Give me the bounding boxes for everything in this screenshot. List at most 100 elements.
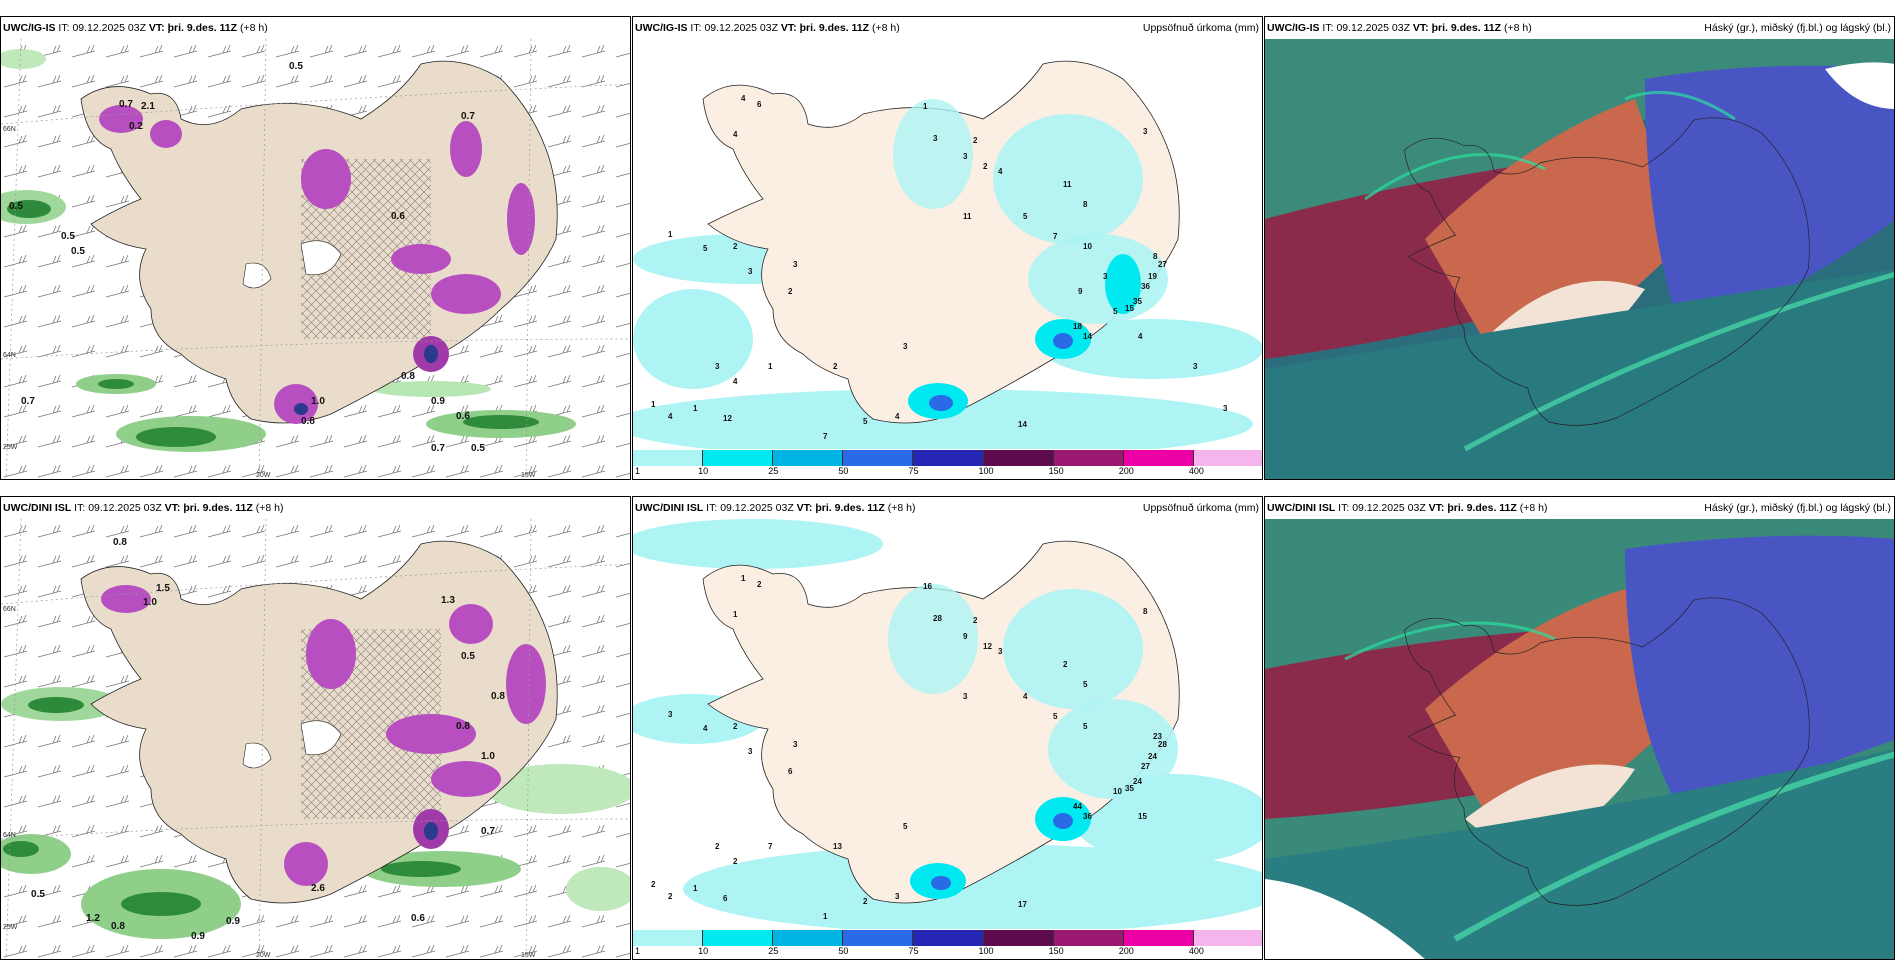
map-value-label: 2 <box>757 580 762 589</box>
scale-swatch <box>1123 930 1194 946</box>
scale-swatch <box>1053 450 1124 466</box>
map-value-label: 0.7 <box>431 443 445 454</box>
map-value-label: 2.6 <box>311 883 325 894</box>
map-value-label: 35 <box>1133 297 1142 306</box>
map-value-label: 4 <box>895 412 900 421</box>
map-value-label: 8 <box>1143 607 1148 616</box>
map-value-label: 4 <box>733 377 738 386</box>
map-value-label: 28 <box>933 614 942 623</box>
map-value-label: 0.8 <box>491 691 505 702</box>
svg-text:15W: 15W <box>521 952 536 959</box>
map-value-label: 3 <box>998 647 1003 656</box>
map-value-label: 14 <box>1083 332 1092 341</box>
map-value-label: 3 <box>668 710 673 719</box>
panel-header: UWC/DINI ISL IT: 09.12.2025 03Z VT: þri.… <box>633 497 1262 519</box>
scale-label: 10 <box>698 946 709 956</box>
map-value-label: 0.8 <box>113 537 127 548</box>
scale-swatch <box>913 930 984 946</box>
map-value-label: 6 <box>788 767 793 776</box>
map-value-label: 3 <box>1223 404 1228 413</box>
map-value-label: 9 <box>1078 287 1083 296</box>
map-value-label: 0.8 <box>401 371 415 382</box>
panel-top-precip: UWC/IG-IS IT: 09.12.2025 03Z VT: þri. 9.… <box>632 16 1263 480</box>
panel-top-snow: UWC/IG-IS IT: 09.12.2025 03Z VT: þri. 9.… <box>0 16 631 480</box>
map-value-label: 3 <box>963 692 968 701</box>
map-value-label: 24 <box>1133 777 1142 786</box>
scale-label: 75 <box>908 946 919 956</box>
map-value-label: 3 <box>903 342 908 351</box>
svg-text:15W: 15W <box>521 472 536 479</box>
map-value-label: 0.5 <box>471 443 485 454</box>
scale-label: 75 <box>908 466 919 476</box>
map-value-label: 3 <box>748 747 753 756</box>
panel-header: UWC/IG-IS IT: 09.12.2025 03Z VT: þri. 9.… <box>1265 17 1894 39</box>
map-value-label: 3 <box>793 260 798 269</box>
map-value-label: 1.0 <box>481 751 495 762</box>
panel-bottom-snow: UWC/DINI ISL IT: 09.12.2025 03Z VT: þri.… <box>0 496 631 960</box>
scale-swatch <box>633 450 704 466</box>
panel-header: UWC/IG-IS IT: 09.12.2025 03Z VT: þri. 9.… <box>1 17 630 39</box>
map-value-label: 8 <box>1083 200 1088 209</box>
map-value-label: 4 <box>998 167 1003 176</box>
map-value-label: 15 <box>1125 304 1134 313</box>
panel-header: UWC/DINI ISL IT: 09.12.2025 03Z VT: þri.… <box>1 497 630 519</box>
map-value-label: 6 <box>723 894 728 903</box>
scale-label: 50 <box>838 466 849 476</box>
snow-amount-labels: 0.8 1.5 1.0 1.3 0.5 0.8 1.0 0.8 0.9 0.9 0.7 2.6 0.5 0… <box>31 537 505 942</box>
svg-text:20W: 20W <box>256 472 271 479</box>
map-value-label: 10 <box>1083 242 1092 251</box>
map-value-label: 4 <box>668 412 673 421</box>
svg-text:25W: 25W <box>3 924 18 931</box>
map-value-label: 28 <box>1158 740 1167 749</box>
scale-swatch <box>843 930 914 946</box>
map-value-label: 0.7 <box>461 111 475 122</box>
map-value-label: 1.2 <box>86 913 100 924</box>
map-value-label: 1.0 <box>143 597 157 608</box>
map-value-label: 0.6 <box>391 211 405 222</box>
scale-swatch <box>1193 450 1262 466</box>
map-value-label: 0.5 <box>461 651 475 662</box>
map-value-label: 2 <box>863 897 868 906</box>
snow-wind-map: 66N 64N 25W 20W 15W 0.7 2.10.20.50.50.50.… <box>1 39 630 479</box>
scale-swatch <box>633 930 704 946</box>
map-value-label: 35 <box>1125 784 1134 793</box>
map-value-label: 24 <box>1148 752 1157 761</box>
map-value-label: 5 <box>1113 307 1118 316</box>
scale-swatch <box>983 450 1054 466</box>
map-value-label: 3 <box>963 152 968 161</box>
precip-color-scale: 1 10 25 50 75 100 150 200 400 <box>633 449 1262 479</box>
precip-shading <box>633 234 1262 451</box>
map-value-label: 0.7 <box>481 826 495 837</box>
map-value-label: 5 <box>1083 722 1088 731</box>
map-value-label: 15 <box>1138 812 1147 821</box>
snow-wind-map: 66N 64N 25W 20W 15W 0.8 1.5 1.0 1.3 0.5 0.8 1.… <box>1 519 630 959</box>
map-value-label: 2 <box>833 362 838 371</box>
scale-label: 1 <box>635 946 641 956</box>
map-value-label: 0.7 <box>21 396 35 407</box>
scale-swatch <box>843 450 914 466</box>
map-value-label: 0.8 <box>301 416 315 427</box>
map-value-label: 5 <box>703 244 708 253</box>
scale-label: 150 <box>1048 946 1064 956</box>
map-value-label: 2.1 <box>141 101 155 112</box>
map-value-label: 17 <box>1018 900 1027 909</box>
scale-swatch <box>1193 930 1262 946</box>
map-value-label: 4 <box>1023 692 1028 701</box>
scale-swatch <box>983 930 1054 946</box>
map-value-label: 4 <box>733 130 738 139</box>
map-value-label: 18 <box>1073 322 1082 331</box>
map-value-label: 14 <box>1018 420 1027 429</box>
scale-label: 50 <box>838 946 849 956</box>
scale-label: 10 <box>698 466 709 476</box>
map-value-label: 0.8 <box>111 921 125 932</box>
grid-lines <box>1 39 630 479</box>
scale-label: 400 <box>1188 466 1204 476</box>
scale-label: 200 <box>1118 466 1134 476</box>
cloud-map <box>1265 39 1894 479</box>
map-value-label: 0.5 <box>31 889 45 900</box>
map-value-label: 0.7 <box>119 99 133 110</box>
map-value-label: 1 <box>923 102 928 111</box>
svg-text:66N: 66N <box>3 126 16 133</box>
map-value-label: 2 <box>983 162 988 171</box>
map-value-label: 2 <box>668 892 673 901</box>
